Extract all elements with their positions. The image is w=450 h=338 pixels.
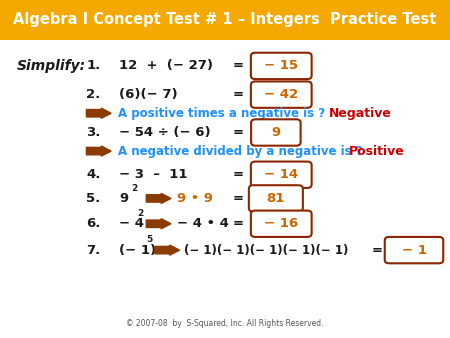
Text: − 3  –  11: − 3 – 11 [119,168,188,181]
Text: =: = [233,59,244,72]
FancyArrow shape [86,108,111,118]
Text: 5.: 5. [86,192,101,205]
FancyArrow shape [146,193,171,203]
Text: Negative: Negative [328,107,392,120]
Text: − 16: − 16 [264,217,298,230]
FancyBboxPatch shape [251,53,311,79]
Text: (− 1)(− 1)(− 1)(− 1)(− 1): (− 1)(− 1)(− 1)(− 1)(− 1) [184,244,348,257]
Text: − 4 • 4: − 4 • 4 [177,217,229,230]
Text: Simplify:: Simplify: [17,59,86,73]
Text: 12  +  (− 27): 12 + (− 27) [119,59,213,72]
Text: =: = [233,126,244,139]
Text: 6.: 6. [86,217,101,230]
Text: (− 1): (− 1) [119,244,157,257]
FancyArrow shape [146,219,171,229]
Text: 1.: 1. [86,59,101,72]
FancyBboxPatch shape [385,237,443,263]
Text: − 14: − 14 [264,168,298,181]
FancyArrow shape [155,245,180,255]
FancyBboxPatch shape [251,81,311,108]
Text: 7.: 7. [86,244,101,257]
Text: A negative divided by a negative is ?: A negative divided by a negative is ? [118,145,363,158]
Text: 2: 2 [131,184,138,193]
Text: 4.: 4. [86,168,101,181]
Text: A positive times a negative is ?: A positive times a negative is ? [118,107,325,120]
Text: − 42: − 42 [264,88,298,101]
Text: Algebra I Concept Test # 1 – Integers  Practice Test: Algebra I Concept Test # 1 – Integers Pr… [14,13,436,27]
FancyBboxPatch shape [251,119,301,146]
Text: =: = [371,244,382,257]
FancyBboxPatch shape [0,0,450,40]
Text: =: = [233,168,244,181]
Text: − 1: − 1 [401,244,427,257]
Text: 9 • 9: 9 • 9 [177,192,213,205]
Text: 9: 9 [271,126,280,139]
Text: 2: 2 [138,209,144,218]
FancyBboxPatch shape [249,185,303,212]
Text: 3.: 3. [86,126,101,139]
FancyArrow shape [86,146,111,156]
FancyBboxPatch shape [251,162,311,188]
Text: (6)(− 7): (6)(− 7) [119,88,178,101]
Text: Positive: Positive [349,145,405,158]
Text: =: = [233,217,244,230]
Text: 81: 81 [267,192,285,205]
Text: =: = [233,192,244,205]
Text: − 4: − 4 [119,217,144,230]
Text: − 54 ÷ (− 6): − 54 ÷ (− 6) [119,126,211,139]
Text: =: = [233,88,244,101]
Text: 5: 5 [147,236,153,244]
FancyBboxPatch shape [251,211,311,237]
Text: 2.: 2. [86,88,101,101]
Text: © 2007-08  by  S-Squared, Inc. All Rights Reserved.: © 2007-08 by S-Squared, Inc. All Rights … [126,319,324,328]
Text: 9: 9 [119,192,128,205]
Text: − 15: − 15 [264,59,298,72]
